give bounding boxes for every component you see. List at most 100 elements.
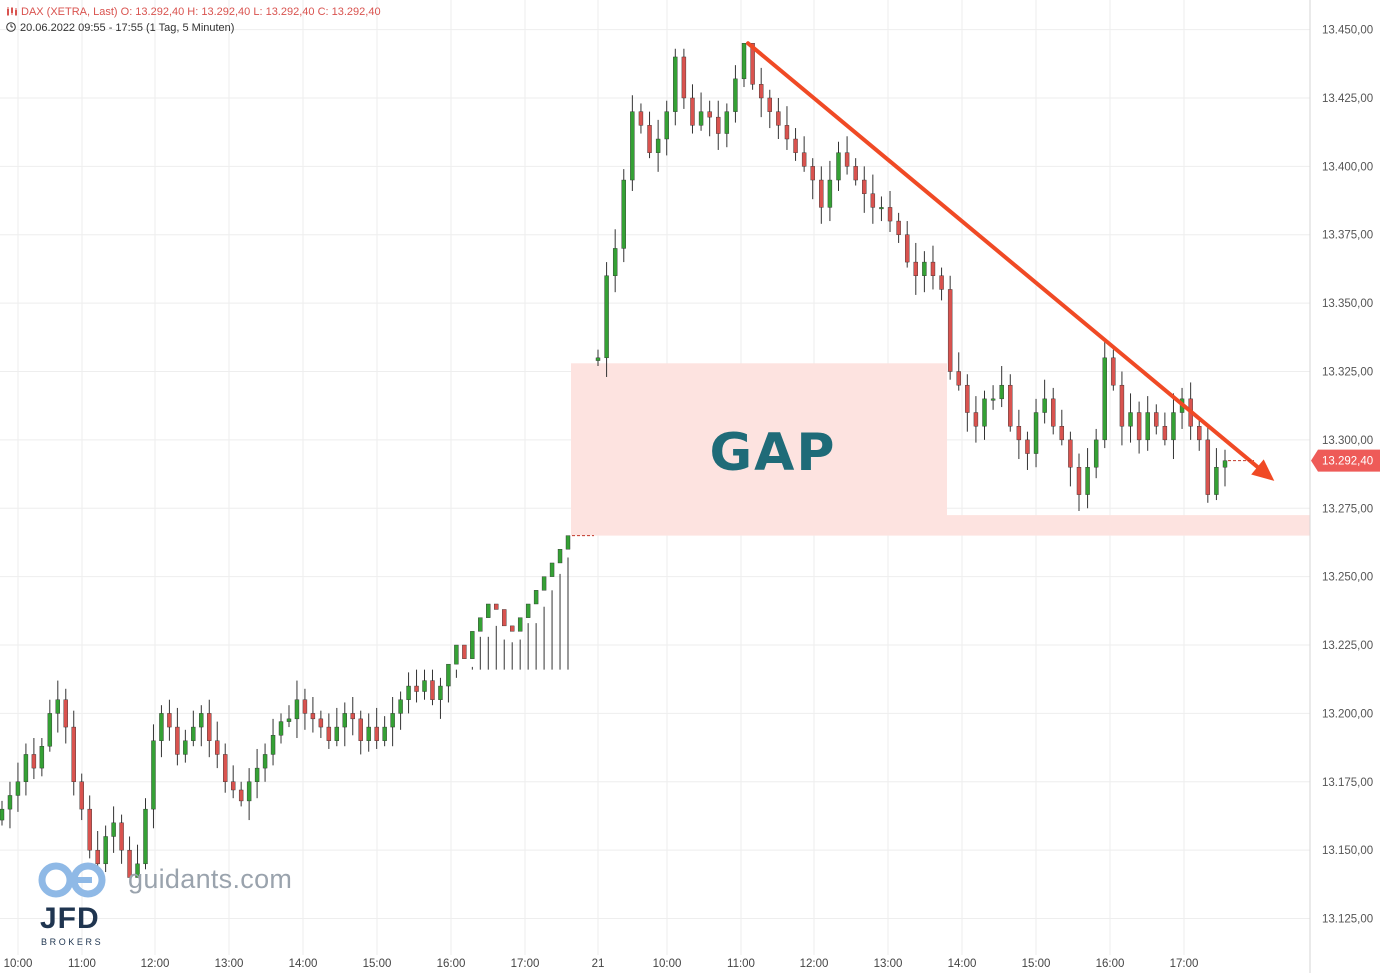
y-tick-label: 13.350,00 <box>1322 298 1373 310</box>
x-tick-label: 13:00 <box>874 958 903 970</box>
candle-body <box>612 248 618 276</box>
candle-body <box>533 590 539 605</box>
candle-body <box>990 398 996 401</box>
candle-body <box>63 699 68 728</box>
candle-body <box>1059 426 1065 441</box>
last-price-tag <box>1311 449 1380 472</box>
candle-body <box>819 179 824 208</box>
range-header: 20.06.2022 09:55 - 17:55 (1 Tag, 5 Minut… <box>6 22 234 34</box>
candle-body <box>470 631 475 659</box>
candle-body <box>127 849 132 878</box>
candle-body <box>870 193 876 208</box>
candle-body <box>1008 384 1013 427</box>
candle-body <box>638 111 644 126</box>
candle-body <box>334 726 340 741</box>
candle-body <box>801 152 807 167</box>
candle-body <box>207 713 212 741</box>
candle-body <box>922 261 927 276</box>
y-tick-label: 13.425,00 <box>1322 93 1373 105</box>
candle-body <box>215 740 220 755</box>
x-tick-label: 14:00 <box>948 958 977 970</box>
candle-body <box>1093 439 1099 468</box>
candle-body <box>1111 357 1116 386</box>
watermark-broker: JFD <box>40 902 100 935</box>
candle-body <box>595 357 601 361</box>
x-tick-label: 15:00 <box>1022 958 1051 970</box>
candle-body <box>326 726 332 741</box>
candle-body <box>438 685 443 700</box>
candle-body <box>655 138 661 153</box>
candle-body <box>1025 439 1030 454</box>
candle-body <box>1162 426 1168 441</box>
range-text: 20.06.2022 09:55 - 17:55 (1 Tag, 5 Minut… <box>20 22 235 34</box>
candle-body <box>1068 439 1073 468</box>
x-tick-label: 14:00 <box>289 958 318 970</box>
candle-body <box>1197 426 1202 441</box>
candle-body <box>494 603 499 610</box>
candle-body <box>965 384 970 413</box>
candle-body <box>509 625 515 632</box>
candle-body <box>191 726 196 741</box>
candle-body <box>604 275 609 359</box>
candle-body <box>111 822 116 837</box>
candle-body <box>1042 398 1047 413</box>
candle-body <box>733 78 738 112</box>
candle-body <box>549 562 555 577</box>
trendline-line <box>746 41 1264 473</box>
candle-body <box>776 111 781 126</box>
candle-body <box>1119 384 1125 427</box>
y-tick-label: 13.450,00 <box>1322 25 1373 37</box>
candle-body <box>159 713 164 741</box>
candle-body <box>294 699 300 720</box>
y-tick-label: 13.250,00 <box>1322 572 1373 584</box>
candle-body <box>302 699 308 714</box>
candle-body <box>664 111 669 140</box>
watermark-broker-sub: BROKERS <box>41 937 104 947</box>
candle-body <box>262 754 268 769</box>
candle-body <box>151 740 156 810</box>
y-tick-label: 13.125,00 <box>1322 914 1373 926</box>
y-tick-label: 13.200,00 <box>1322 708 1373 720</box>
candle-body <box>175 726 180 755</box>
x-tick-label: 16:00 <box>1096 958 1125 970</box>
candle-body <box>79 781 84 810</box>
candle-body <box>541 576 547 591</box>
candle-body <box>1051 398 1056 427</box>
candle-body <box>71 726 76 782</box>
candle-body <box>517 617 523 632</box>
candle-body <box>1085 467 1090 495</box>
candle-body <box>1171 412 1176 441</box>
candle-body <box>390 713 395 728</box>
candle-body <box>758 84 764 99</box>
y-tick-label: 13.225,00 <box>1322 640 1373 652</box>
candle-body <box>647 125 652 153</box>
gap-zone-extension <box>947 515 1310 536</box>
candle-body <box>183 740 188 755</box>
instrument-ohlc-text: DAX (XETRA, Last) O: 13.292,40 H: 13.292… <box>21 6 381 18</box>
candle-body <box>853 166 858 181</box>
candle-body <box>430 680 435 700</box>
candle-body <box>238 789 244 802</box>
candle-body <box>422 680 427 692</box>
y-tick-label: 13.375,00 <box>1322 230 1373 242</box>
candle-body <box>398 699 403 714</box>
candle-body <box>1076 467 1082 495</box>
candle-body <box>254 767 260 782</box>
candle-body <box>956 371 961 386</box>
watermark-site: guidants.com <box>128 864 293 894</box>
candle-body <box>525 603 531 618</box>
x-tick-label: 21 <box>592 958 605 970</box>
price-axis: 13.125,00 13.150,00 13.175,00 13.200,00 13.2… <box>1309 0 1373 973</box>
candle-body <box>55 699 61 714</box>
gap-label: GAP <box>709 423 836 483</box>
time-axis: 10:00 11:00 12:00 13:00 14:00 15:00 16:00 17:00… <box>4 958 1199 970</box>
candle-body <box>87 808 92 851</box>
candle-body <box>1145 412 1150 441</box>
candle-body <box>278 721 284 736</box>
candle-body <box>366 726 371 741</box>
candle-body <box>95 849 100 865</box>
x-tick-label: 10:00 <box>653 958 682 970</box>
y-tick-label: 13.325,00 <box>1322 367 1373 379</box>
candle-body <box>767 97 772 112</box>
